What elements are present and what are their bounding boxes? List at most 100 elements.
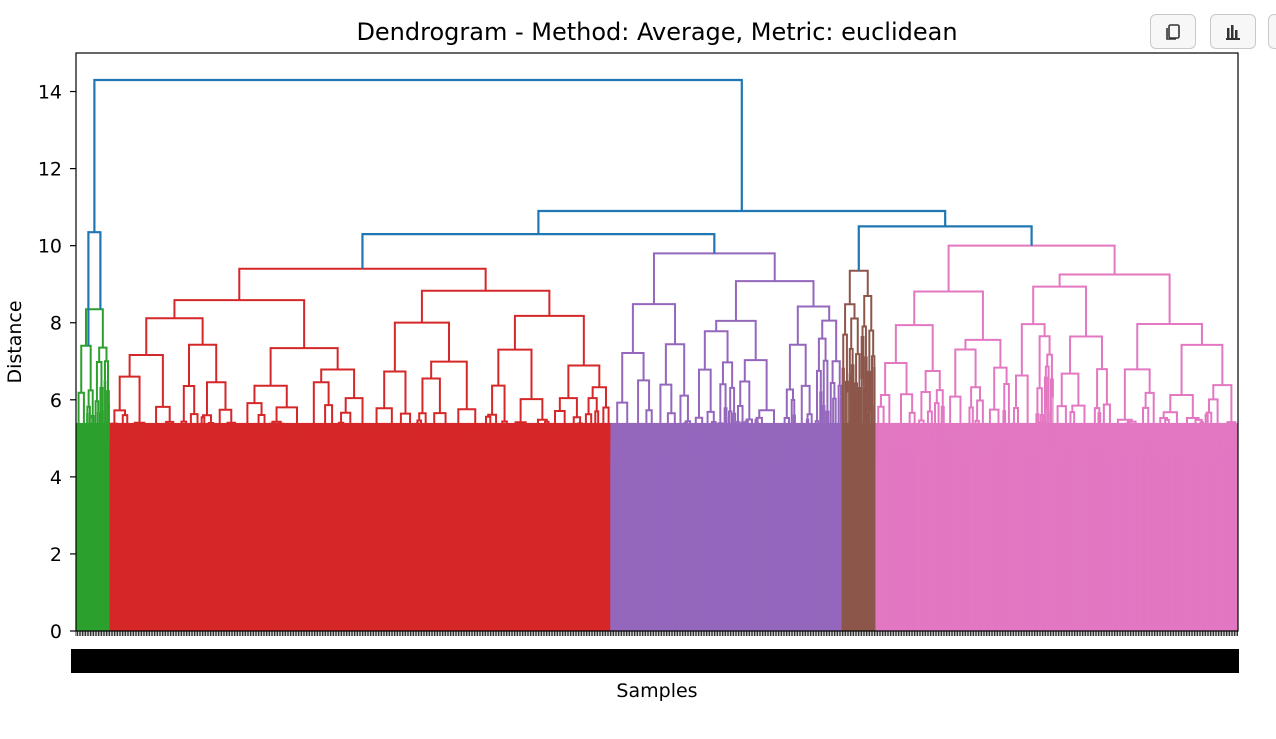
dendrogram-link	[809, 439, 815, 461]
dendrogram-link	[664, 343, 686, 396]
dendrogram-link	[588, 440, 594, 462]
dendrogram-link	[538, 461, 544, 465]
dendrogram-link	[80, 344, 92, 393]
dendrogram-link	[392, 434, 397, 463]
dendrogram-link	[77, 391, 85, 437]
dendrogram-link	[844, 380, 849, 434]
dendrogram-link	[143, 462, 148, 466]
dendrogram-link	[1021, 464, 1027, 468]
dendrogram-link	[1180, 343, 1224, 396]
more-button[interactable]	[1268, 14, 1276, 49]
dendrogram-link	[717, 422, 723, 446]
dendrogram-link	[165, 420, 175, 434]
dendrogram-link	[1177, 448, 1183, 452]
dendrogram-link	[749, 450, 755, 462]
dendrogram-link	[152, 442, 157, 446]
dendrogram-link	[114, 450, 120, 454]
dendrogram-link	[269, 347, 339, 386]
dendrogram-link	[884, 362, 908, 395]
dendrogram-link	[637, 379, 651, 431]
dendrogram-link	[822, 359, 829, 412]
dendrogram-link	[419, 435, 423, 439]
dendrogram-link	[775, 459, 782, 463]
dendrogram-link	[1126, 420, 1137, 450]
dendrogram-link	[616, 401, 629, 426]
dendrogram-link	[457, 443, 462, 447]
dendrogram-link	[406, 439, 414, 451]
copy-button[interactable]	[1150, 14, 1196, 49]
dendrogram-link	[320, 368, 356, 399]
dendrogram-link	[178, 452, 182, 456]
dendrogram-link	[1039, 414, 1044, 429]
dendrogram-link	[425, 438, 430, 457]
dendrogram-link	[522, 430, 530, 434]
dendrogram-link	[913, 290, 984, 340]
dendrogram-link	[271, 420, 282, 424]
dendrogram-link	[710, 422, 714, 446]
dendrogram-link	[692, 454, 696, 468]
dendrogram-link	[275, 406, 298, 434]
dendrogram-link	[453, 426, 463, 443]
dendrogram-link	[287, 449, 295, 453]
dendrogram-link	[106, 390, 110, 421]
dendrogram-link	[584, 413, 593, 442]
dendrogram-link	[796, 305, 831, 345]
x-tick-labels-band	[71, 649, 1239, 673]
dendrogram-link	[764, 465, 769, 469]
dendrogram-link	[860, 336, 865, 387]
dendrogram-link	[1058, 273, 1171, 325]
dendrogram-link	[1008, 436, 1013, 440]
dendrogram-link	[652, 252, 776, 305]
dendrogram-link	[1056, 405, 1067, 434]
dendrogram-link	[629, 465, 634, 469]
dendrogram-link	[532, 431, 538, 446]
dendrogram-link	[510, 440, 516, 458]
dendrogram-link	[659, 383, 673, 437]
dendrogram-link	[501, 420, 508, 444]
dendrogram-link	[1204, 413, 1209, 426]
dendrogram-link	[519, 398, 544, 423]
dendrogram-link	[886, 435, 893, 458]
dendrogram-link	[1002, 410, 1007, 448]
dendrogram-link	[1069, 411, 1076, 452]
dendrogram-link	[893, 450, 899, 456]
dendrogram-link	[416, 419, 422, 437]
dendrogram-link	[988, 408, 1000, 438]
dendrogram-link	[1013, 406, 1020, 427]
dendrogram-link	[579, 435, 584, 460]
dendrogram-link	[765, 463, 774, 467]
copy-icon	[1166, 23, 1180, 40]
dendrogram-link	[87, 389, 94, 417]
dendrogram-link	[684, 420, 692, 431]
dendrogram-link	[744, 420, 749, 445]
dendrogram-link	[238, 436, 243, 459]
dendrogram-link	[881, 422, 886, 455]
y-tick-label: 12	[38, 159, 62, 181]
dendrogram-link	[299, 462, 306, 466]
y-tick-label: 0	[50, 621, 62, 643]
dendrogram-link	[420, 289, 551, 323]
dendrogram-link	[1028, 427, 1035, 461]
dendrogram-link	[521, 432, 526, 449]
dendrogram-link	[487, 413, 498, 433]
dendrogram-link	[293, 467, 298, 471]
dendrogram-link	[341, 458, 346, 462]
y-tick-label: 10	[38, 236, 62, 258]
dendrogram-link	[990, 435, 995, 463]
dendrogram-link	[379, 455, 383, 459]
dendrogram-link	[1054, 423, 1061, 446]
dendrogram-link	[1214, 423, 1222, 427]
dendrogram-link	[1212, 384, 1233, 423]
dendrogram-link	[1069, 335, 1103, 374]
dendrogram-link	[831, 360, 841, 386]
dendrogram-link	[868, 329, 875, 372]
dendrogram-link	[583, 426, 588, 463]
dendrogram-link	[113, 409, 127, 424]
chart-button[interactable]	[1210, 14, 1256, 49]
dendrogram-link	[918, 419, 925, 448]
y-tick-label: 14	[38, 82, 62, 104]
dendrogram-link	[790, 399, 796, 444]
dendrogram-link	[713, 422, 718, 438]
dendrogram-link	[976, 442, 981, 452]
dendrogram-link	[231, 443, 236, 458]
